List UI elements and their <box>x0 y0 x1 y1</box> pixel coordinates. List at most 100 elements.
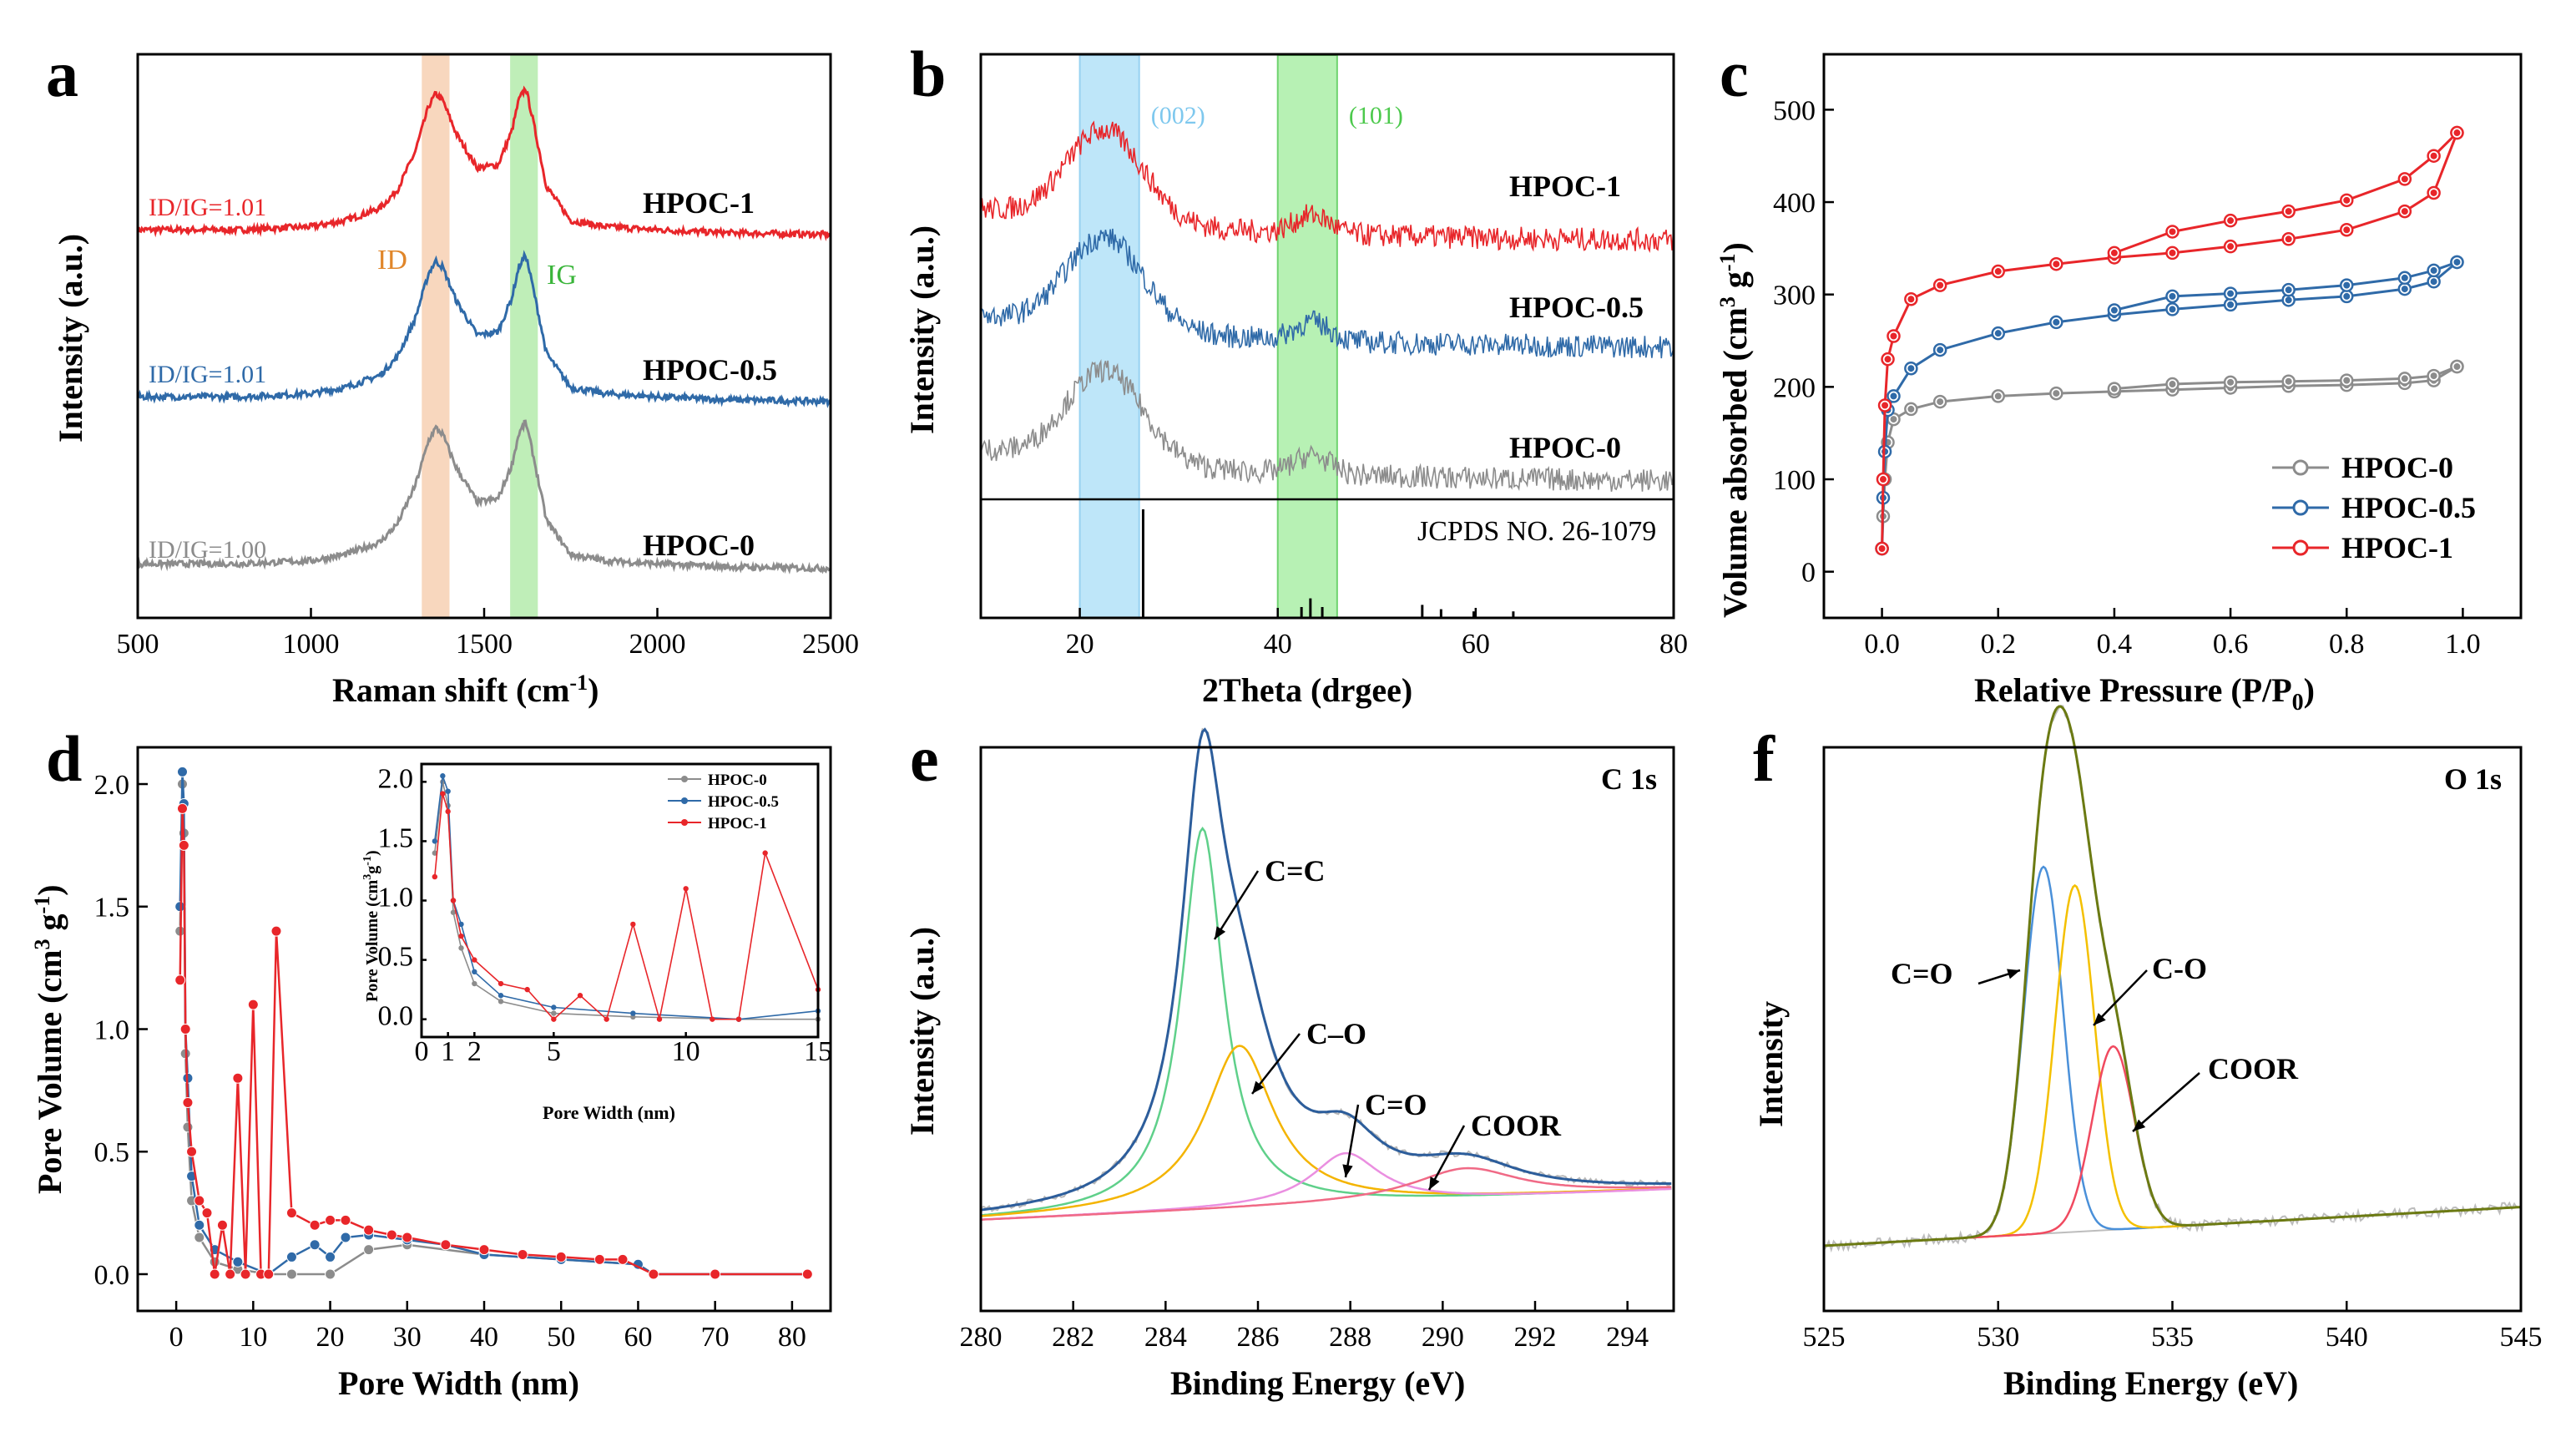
c-y-tick-label-0: 0 <box>1801 558 1816 589</box>
legend-marker-HPOC-0 <box>2292 459 2309 476</box>
point-fill-HPOC-0.5-19 <box>2401 274 2408 281</box>
point-fill-HPOC-0.5-4 <box>1890 392 1897 400</box>
d-x-tick-label-50: 50 <box>547 1322 575 1353</box>
point-fill-HPOC-1-11 <box>2227 243 2235 250</box>
d-x-tick-label-60: 60 <box>624 1322 652 1353</box>
inset-point-HPOC-1-8 <box>551 1016 557 1022</box>
point-fill-HPOC-1-1 <box>1879 476 1887 483</box>
inset-curves <box>432 773 821 1022</box>
peak-arrow-0 <box>1213 870 1260 940</box>
e-x-tick-label-280: 280 <box>960 1322 1003 1353</box>
point-HPOC-1-26 <box>517 1249 528 1260</box>
c-y-tick-label-400: 400 <box>1773 188 1816 219</box>
peak-arrowhead-2 <box>2133 1119 2146 1131</box>
point-fill-HPOC-0.5-21 <box>2285 286 2292 294</box>
panel-c-curves <box>1875 125 2464 556</box>
d-y-tick-label-2: 2.0 <box>94 770 130 801</box>
inset-point-HPOC-0-7 <box>551 1010 557 1016</box>
ratio-label-HPOC-0: ID/IG=1.00 <box>149 536 266 564</box>
inset-point-HPOC-1-6 <box>498 980 504 987</box>
panel-e-ylabel: Intensity (a.u.) <box>903 927 941 1136</box>
inset-point-HPOC-0.5-2 <box>445 788 451 794</box>
inset-point-HPOC-0.5-1 <box>440 773 446 779</box>
panel-e-annotations: C=C C–O C=O COOR <box>1213 854 1562 1191</box>
point-HPOC-1-0 <box>174 974 186 986</box>
panel-e-curves <box>980 727 1672 1221</box>
point-HPOC-1-24 <box>440 1239 452 1251</box>
panel-a-ylabel: Intensity (a.u.) <box>52 234 89 443</box>
point-HPOC-1-6 <box>194 1195 205 1207</box>
panel-c-ticks: 0.0 0.2 0.4 0.6 0.8 1.0 0 100 200 300 400 500 <box>1773 95 2481 660</box>
di-y-tick-label-1.5: 1.5 <box>378 822 414 853</box>
series-HPOC-0.5 <box>137 250 831 408</box>
inset-point-HPOC-1-3 <box>450 898 457 903</box>
di-y-tick-label-0: 0.0 <box>378 1001 414 1032</box>
point-HPOC-1-9 <box>216 1219 228 1231</box>
d-x-tick-label-10: 10 <box>239 1322 267 1353</box>
panel-a-x-ticks: 500 1000 1500 2000 2500 <box>117 608 859 660</box>
peak-arrowhead-0 <box>2007 969 2020 979</box>
inset-ticks: 0 1 2 5 10 15 0.0 0.5 1.0 1.5 2.0 <box>378 763 833 1067</box>
c-y-tick-label-200: 200 <box>1773 372 1816 403</box>
peak-label-1: C–O <box>1306 1017 1366 1050</box>
peak-arrowhead-1 <box>1252 1080 1265 1094</box>
point-fill-HPOC-0-18 <box>2430 372 2437 380</box>
panel-c-ylabel: Volume absorbed (cm3 g-1) <box>1715 242 1754 618</box>
point-HPOC-0.5-10 <box>285 1251 297 1262</box>
panel-e-title: C 1s <box>1601 762 1657 796</box>
panel-e-ticks: 280 282 284 286 288 290 292 294 <box>960 1301 1649 1353</box>
point-HPOC-0.5-1 <box>176 766 188 777</box>
point-fill-HPOC-1-10 <box>2169 249 2176 256</box>
panel-b-reference-label: JCPDS NO. 26-1079 <box>1417 516 1656 547</box>
point-fill-HPOC-0.5-5 <box>1907 365 1915 372</box>
di-x-tick-label-15: 15 <box>804 1036 832 1067</box>
point-fill-HPOC-0-17 <box>2453 363 2461 371</box>
peak-label-0: C=C <box>1265 854 1326 888</box>
e-x-tick-label-284: 284 <box>1144 1322 1187 1353</box>
inset-point-HPOC-1-13 <box>683 886 689 892</box>
inset-point-HPOC-1-5 <box>472 957 477 963</box>
d-x-tick-label-0: 0 <box>169 1322 184 1353</box>
panel-c-legend: HPOC-0 HPOC-0.5 HPOC-1 <box>2272 451 2476 564</box>
point-fill-HPOC-1-14 <box>2401 208 2408 215</box>
b-x-tick-label-40: 40 <box>1264 629 1292 660</box>
inset-point-HPOC-0-6 <box>498 999 504 1004</box>
point-fill-HPOC-1-3 <box>1884 356 1892 363</box>
panel-d-ylabel: Pore Volume (cm3 g-1) <box>30 884 68 1194</box>
point-fill-HPOC-1-4 <box>1890 332 1897 340</box>
point-fill-HPOC-0-23 <box>2169 381 2176 388</box>
inset-point-HPOC-1-12 <box>656 1016 663 1022</box>
c-y-tick-label-500: 500 <box>1773 95 1816 126</box>
point-fill-HPOC-1-5 <box>1907 296 1915 303</box>
panel-f-title: O 1s <box>2444 762 2502 796</box>
legend-label-HPOC-1: HPOC-1 <box>2341 531 2453 564</box>
point-fill-HPOC-0-19 <box>2401 375 2408 382</box>
point-HPOC-1-32 <box>801 1268 813 1280</box>
point-fill-HPOC-0-21 <box>2285 377 2292 385</box>
panel-c-frame <box>1822 53 2523 620</box>
envelope <box>1823 705 2522 1247</box>
point-HPOC-1-12 <box>240 1268 251 1280</box>
point-fill-HPOC-0.5-12 <box>2285 296 2292 304</box>
d-x-tick-label-30: 30 <box>393 1322 422 1353</box>
series-HPOC-0 <box>980 358 1674 492</box>
inset-legend-label-HPOC-0: HPOC-0 <box>708 772 767 789</box>
panel-a-label: a <box>46 38 78 110</box>
di-x-tick-label-2: 2 <box>467 1036 482 1067</box>
e-x-tick-label-288: 288 <box>1329 1322 1371 1353</box>
panel-f: 525 530 535 540 545 f O 1s Binding Energy (e… <box>1752 705 2543 1402</box>
point-fill-HPOC-0.5-8 <box>2053 318 2060 326</box>
point-fill-HPOC-0.5-7 <box>1994 330 2002 337</box>
point-HPOC-1-15 <box>263 1268 275 1280</box>
inset-legend-label-HPOC-1: HPOC-1 <box>708 815 767 832</box>
band-ID <box>422 55 450 617</box>
di-x-tick-label-10: 10 <box>672 1036 700 1067</box>
peak-label-3: COOR <box>1471 1109 1562 1142</box>
point-HPOC-1-29 <box>617 1253 629 1265</box>
f-x-tick-label-530: 530 <box>1977 1322 2019 1353</box>
point-fill-HPOC-1-2 <box>1881 402 1889 409</box>
inset-point-HPOC-1-16 <box>762 850 768 856</box>
point-fill-HPOC-0-7 <box>1994 392 2002 400</box>
panel-d: 0 10 20 30 40 50 60 70 800.00.51.01.52.0 d Pore … <box>30 722 832 1402</box>
inset-point-HPOC-1-2 <box>445 808 451 815</box>
